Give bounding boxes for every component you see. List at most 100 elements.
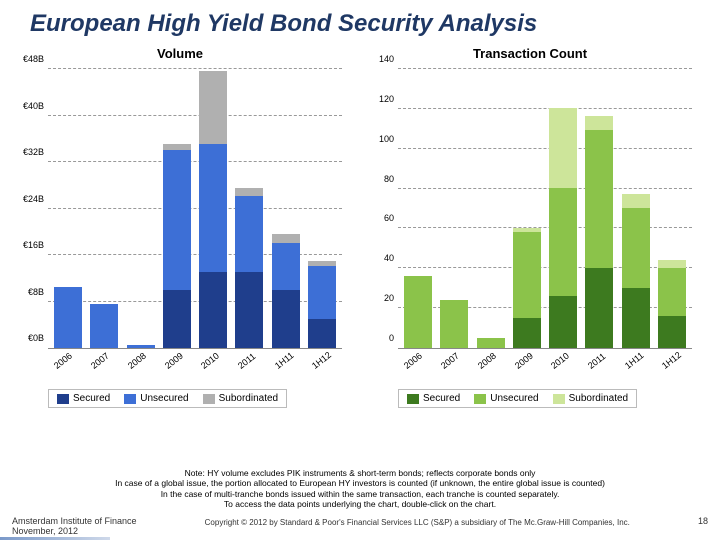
footer-left: Amsterdam Institute of Finance [12, 516, 137, 526]
bar-segment [272, 290, 300, 348]
bar-segment [622, 194, 650, 208]
x-tick-label: 1H12 [310, 346, 338, 371]
x-tick-label: 2006 [52, 346, 80, 371]
bar-group [308, 261, 336, 348]
bar-segment [585, 116, 613, 130]
bar-segment [127, 345, 155, 349]
bar-segment [622, 288, 650, 348]
bar-group [235, 188, 263, 348]
bar-segment [549, 188, 577, 296]
bar-segment [199, 272, 227, 348]
bar-group [90, 304, 118, 348]
bar-segment [308, 266, 336, 319]
legend-swatch [553, 394, 565, 404]
legend-swatch [124, 394, 136, 404]
x-tick-label: 2008 [126, 346, 154, 371]
x-tick-label: 1H11 [623, 346, 651, 371]
y-tick-label: 40 [360, 253, 394, 263]
y-tick-label: 60 [360, 213, 394, 223]
bar-segment [585, 268, 613, 348]
count-xlabels: 2006200720082009201020111H111H12 [398, 349, 692, 363]
count-plot: 020406080100120140 [398, 69, 692, 349]
footer-page: 18 [698, 516, 708, 536]
y-tick-label: 80 [360, 174, 394, 184]
footnote-line: In the case of multi-tranche bonds issue… [20, 489, 700, 500]
bar-segment [513, 232, 541, 318]
legend-item: Secured [57, 393, 110, 404]
x-tick-label: 2007 [439, 346, 467, 371]
volume-legend: Secured Unsecured Subordinated [48, 389, 287, 408]
x-tick-label: 2011 [236, 346, 264, 371]
y-tick-label: 0 [360, 333, 394, 343]
bar-segment [658, 260, 686, 268]
bar-segment [308, 319, 336, 348]
volume-xlabels: 2006200720082009201020111H111H12 [48, 349, 342, 363]
legend-item: Unsecured [124, 393, 188, 404]
bar-segment [199, 71, 227, 144]
footer: Amsterdam Institute of Finance November,… [0, 516, 720, 536]
x-tick-label: 1H12 [660, 346, 688, 371]
legend-item: Unsecured [474, 393, 538, 404]
footer-left-block: Amsterdam Institute of Finance November,… [12, 516, 137, 536]
bar-group [272, 234, 300, 348]
legend-item: Secured [407, 393, 460, 404]
bar-group [54, 287, 82, 348]
bar-group [549, 108, 577, 348]
bar-group [658, 260, 686, 348]
x-tick-label: 2006 [402, 346, 430, 371]
bar-group [622, 194, 650, 348]
x-tick-label: 2009 [513, 346, 541, 371]
bar-group [199, 71, 227, 348]
bar-segment [272, 234, 300, 243]
y-tick-label: €40B [10, 101, 44, 111]
footnote-line: To access the data points underlying the… [20, 499, 700, 510]
y-tick-label: 120 [360, 94, 394, 104]
legend-item: Subordinated [553, 393, 629, 404]
charts-row: Volume €0B€8B€16B€24B€32B€40B€48B 200620… [0, 42, 720, 412]
footer-date: November, 2012 [12, 526, 78, 536]
bar-group [440, 300, 468, 348]
legend-item: Subordinated [203, 393, 279, 404]
y-tick-label: 140 [360, 54, 394, 64]
legend-swatch [57, 394, 69, 404]
footnote-line: In case of a global issue, the portion a… [20, 478, 700, 489]
bar-segment [272, 243, 300, 290]
x-tick-label: 2007 [89, 346, 117, 371]
legend-label: Subordinated [569, 393, 629, 404]
bar-group [163, 144, 191, 348]
bar-group [127, 345, 155, 349]
y-tick-label: €0B [10, 333, 44, 343]
bar-segment [54, 287, 82, 348]
bar-segment [90, 304, 118, 348]
bar-group [513, 228, 541, 348]
bar-segment [658, 268, 686, 316]
bar-segment [163, 150, 191, 290]
footnote-text: Note: HY volume excludes PIK instruments… [0, 468, 720, 511]
legend-swatch [474, 394, 486, 404]
volume-plot: €0B€8B€16B€24B€32B€40B€48B [48, 69, 342, 349]
legend-label: Secured [73, 393, 110, 404]
bar-segment [235, 272, 263, 348]
legend-swatch [407, 394, 419, 404]
x-tick-label: 2011 [586, 346, 614, 371]
y-tick-label: 20 [360, 293, 394, 303]
bar-segment [549, 108, 577, 188]
y-tick-label: €32B [10, 147, 44, 157]
y-tick-label: 100 [360, 134, 394, 144]
bar-segment [404, 276, 432, 348]
bar-segment [163, 290, 191, 348]
page-title: European High Yield Bond Security Analys… [0, 0, 720, 42]
y-tick-label: €8B [10, 287, 44, 297]
legend-label: Subordinated [219, 393, 279, 404]
bar-segment [549, 296, 577, 348]
legend-label: Unsecured [490, 393, 538, 404]
bar-segment [513, 318, 541, 348]
volume-chart-title: Volume [10, 42, 350, 69]
y-tick-label: €24B [10, 194, 44, 204]
bar-segment [440, 300, 468, 348]
x-tick-label: 2010 [199, 346, 227, 371]
y-tick-label: €48B [10, 54, 44, 64]
bar-segment [477, 338, 505, 348]
legend-label: Unsecured [140, 393, 188, 404]
bar-group [585, 116, 613, 348]
